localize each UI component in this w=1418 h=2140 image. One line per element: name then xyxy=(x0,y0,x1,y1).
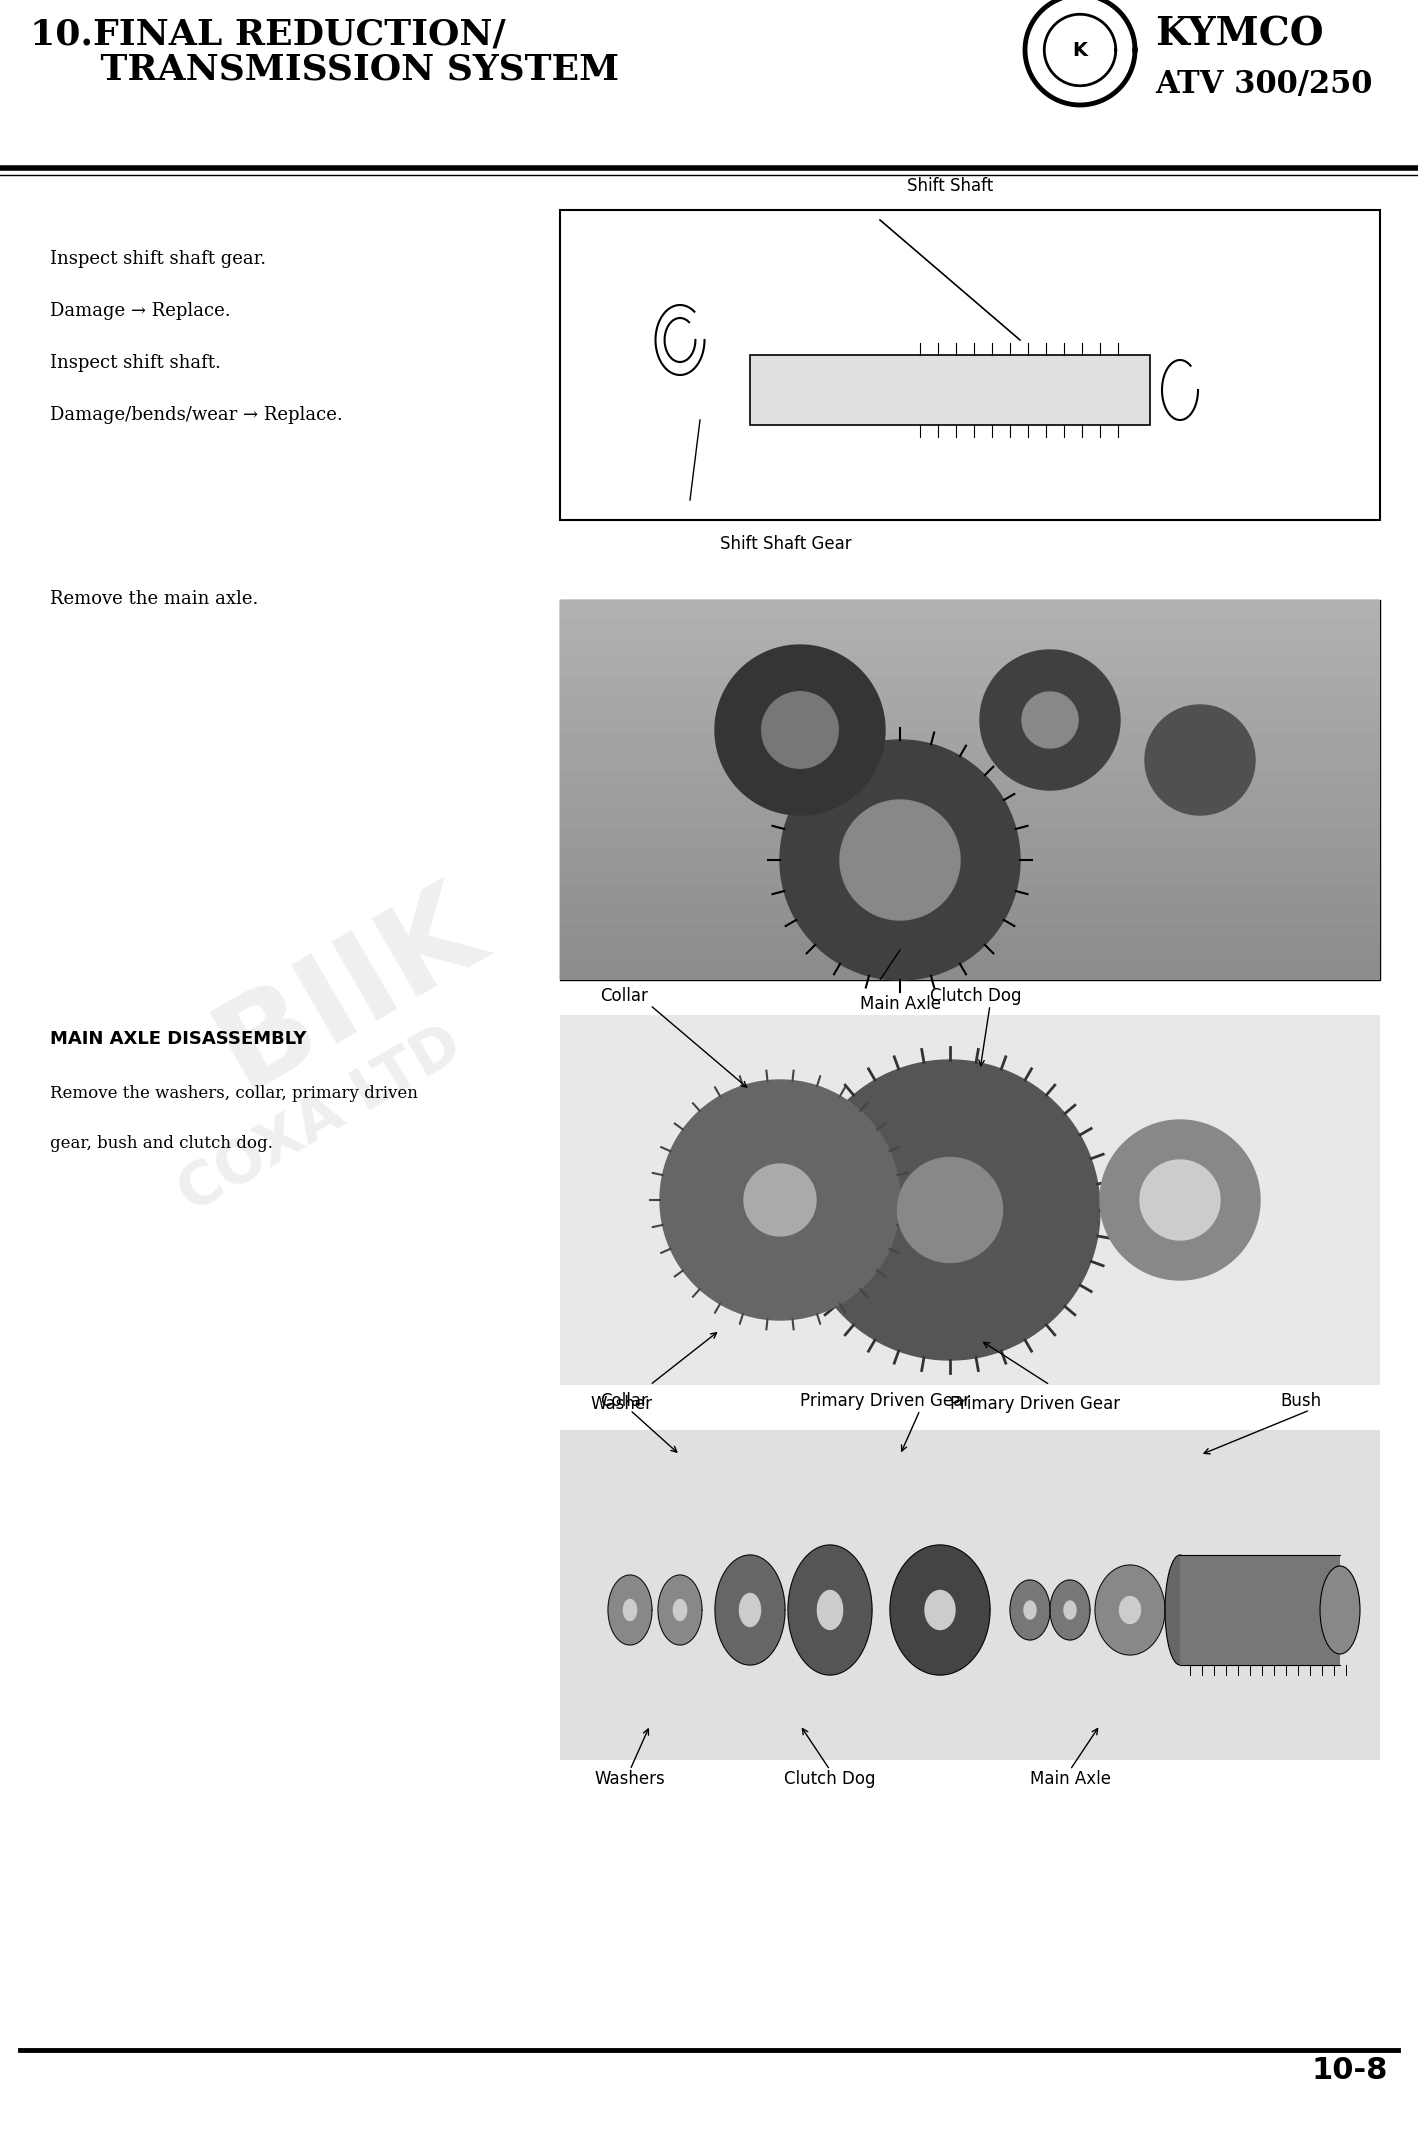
Text: Primary Driven Gear: Primary Driven Gear xyxy=(950,1395,1120,1412)
Text: Remove the main axle.: Remove the main axle. xyxy=(50,591,258,608)
Text: K: K xyxy=(1072,41,1088,60)
Polygon shape xyxy=(1022,691,1078,749)
Text: 10-8: 10-8 xyxy=(1312,2057,1388,2084)
Text: COXA LTD: COXA LTD xyxy=(169,1016,471,1224)
Polygon shape xyxy=(761,691,838,768)
Ellipse shape xyxy=(1166,1556,1195,1665)
Text: Collar: Collar xyxy=(600,987,648,1006)
Text: Damage/bends/wear → Replace.: Damage/bends/wear → Replace. xyxy=(50,407,343,424)
Polygon shape xyxy=(980,651,1120,790)
Text: Washers: Washers xyxy=(594,1770,665,1789)
Bar xyxy=(560,942,1380,961)
Text: ATV 300/250: ATV 300/250 xyxy=(1156,68,1373,101)
Bar xyxy=(560,886,1380,903)
Bar xyxy=(560,734,1380,751)
Text: Main Axle: Main Axle xyxy=(859,995,940,1012)
Polygon shape xyxy=(891,1545,990,1676)
Bar xyxy=(750,355,1150,426)
Polygon shape xyxy=(1010,1579,1049,1639)
Bar xyxy=(560,657,1380,676)
Polygon shape xyxy=(1049,1579,1090,1639)
Polygon shape xyxy=(925,1590,954,1629)
Polygon shape xyxy=(1144,704,1255,815)
Bar xyxy=(560,1014,1380,1385)
Text: Washer: Washer xyxy=(590,1395,652,1412)
Polygon shape xyxy=(839,800,960,920)
Text: Main Axle: Main Axle xyxy=(1029,1770,1110,1789)
Bar xyxy=(560,696,1380,715)
Polygon shape xyxy=(800,1059,1100,1361)
Text: TRANSMISSION SYSTEM: TRANSMISSION SYSTEM xyxy=(50,54,620,88)
Text: KYMCO: KYMCO xyxy=(1156,15,1323,54)
Text: Clutch Dog: Clutch Dog xyxy=(784,1770,876,1789)
Polygon shape xyxy=(658,1575,702,1646)
Bar xyxy=(560,770,1380,790)
Bar xyxy=(560,210,1380,520)
Text: Inspect shift shaft.: Inspect shift shaft. xyxy=(50,353,221,372)
Polygon shape xyxy=(715,1556,786,1665)
Text: Remove the washers, collar, primary driven: Remove the washers, collar, primary driv… xyxy=(50,1085,418,1102)
Polygon shape xyxy=(608,1575,652,1646)
Polygon shape xyxy=(817,1590,842,1629)
Bar xyxy=(560,809,1380,828)
Text: 10.FINAL REDUCTION/: 10.FINAL REDUCTION/ xyxy=(30,17,506,51)
Polygon shape xyxy=(1140,1160,1219,1239)
Polygon shape xyxy=(1064,1601,1076,1620)
Bar xyxy=(560,599,1380,980)
Bar xyxy=(560,828,1380,847)
Text: Shift Shaft: Shift Shaft xyxy=(908,178,993,195)
Text: BIIK: BIIK xyxy=(196,867,503,1113)
Text: Inspect shift shaft gear.: Inspect shift shaft gear. xyxy=(50,250,267,268)
Bar xyxy=(560,790,1380,809)
Polygon shape xyxy=(715,644,885,815)
Text: Clutch Dog: Clutch Dog xyxy=(930,987,1021,1006)
Text: Shift Shaft Gear: Shift Shaft Gear xyxy=(720,535,852,552)
Polygon shape xyxy=(898,1158,1003,1263)
Bar xyxy=(560,922,1380,942)
Bar xyxy=(560,751,1380,770)
Polygon shape xyxy=(780,740,1020,980)
Bar xyxy=(560,715,1380,734)
Polygon shape xyxy=(788,1545,872,1676)
Polygon shape xyxy=(1024,1601,1037,1620)
Polygon shape xyxy=(1119,1596,1140,1624)
Bar xyxy=(560,1430,1380,1759)
Bar xyxy=(1180,1556,1340,1665)
Text: MAIN AXLE DISASSEMBLY: MAIN AXLE DISASSEMBLY xyxy=(50,1029,306,1049)
Polygon shape xyxy=(674,1599,686,1620)
Polygon shape xyxy=(740,1594,760,1626)
Ellipse shape xyxy=(1320,1566,1360,1654)
Polygon shape xyxy=(659,1081,900,1320)
Bar xyxy=(560,847,1380,867)
Bar xyxy=(560,903,1380,922)
Polygon shape xyxy=(624,1599,637,1620)
Text: gear, bush and clutch dog.: gear, bush and clutch dog. xyxy=(50,1134,272,1151)
Polygon shape xyxy=(1095,1564,1166,1654)
Bar xyxy=(560,676,1380,696)
Text: Primary Driven Gear: Primary Driven Gear xyxy=(800,1391,970,1410)
Bar xyxy=(560,599,1380,618)
Polygon shape xyxy=(744,1164,815,1237)
Text: Bush: Bush xyxy=(1280,1391,1322,1410)
Text: Damage → Replace.: Damage → Replace. xyxy=(50,302,231,321)
Bar xyxy=(560,961,1380,980)
Text: Collar: Collar xyxy=(600,1391,648,1410)
Bar xyxy=(560,867,1380,886)
Bar xyxy=(560,618,1380,638)
Bar xyxy=(560,638,1380,657)
Polygon shape xyxy=(1100,1119,1261,1280)
